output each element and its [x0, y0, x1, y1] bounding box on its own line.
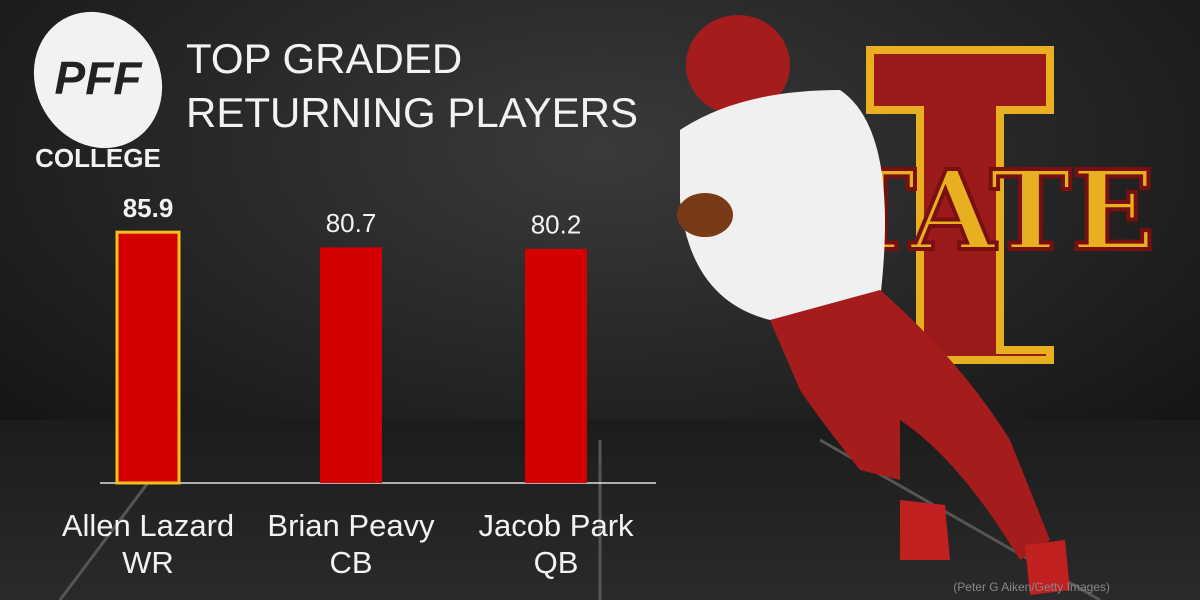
chart-title: RETURNING PLAYERS — [186, 89, 638, 136]
pff-logo: PFF COLLEGE — [33, 11, 163, 173]
x-tick-label: Allen Lazard — [62, 508, 234, 543]
value-label: 80.7 — [326, 208, 377, 238]
photo-credit: (Peter G Aiken/Getty Images) — [953, 580, 1110, 594]
x-tick-label: Jacob Park — [478, 508, 634, 543]
bar — [115, 230, 181, 485]
player — [677, 15, 1070, 595]
bar — [320, 247, 382, 483]
position-label: WR — [122, 545, 174, 580]
value-label: 85.9 — [123, 193, 174, 223]
value-label: 80.2 — [531, 210, 582, 240]
x-tick-label: Brian Peavy — [267, 508, 435, 543]
chart-title: TOP GRADED — [186, 35, 462, 82]
position-label: QB — [534, 545, 579, 580]
logo-mark: PFF — [55, 52, 144, 104]
logo-subtitle: COLLEGE — [35, 143, 161, 173]
bar — [525, 248, 587, 483]
position-label: CB — [329, 545, 372, 580]
